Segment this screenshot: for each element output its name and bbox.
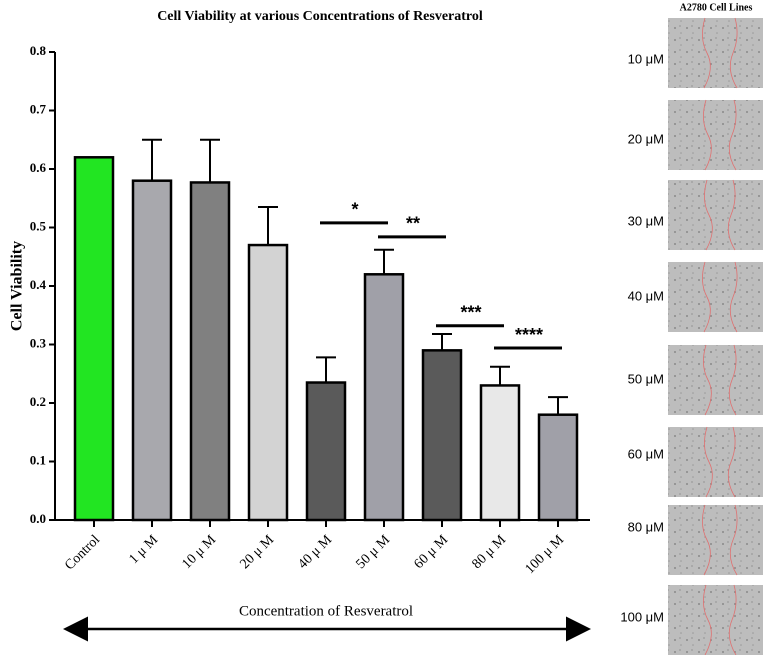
cell-image [668,585,763,655]
y-tick-label: 0.3 [30,335,47,350]
x-tick-label: Control [62,532,103,573]
x-tick-label: 50 μ M [354,532,394,572]
y-tick-label: 0.5 [30,218,47,233]
cell-image [668,345,763,415]
cell-image [668,427,763,497]
panel-label: 60 μM [628,446,664,461]
significance-label: *** [460,303,481,323]
bar [191,182,229,520]
panel-label: 100 μM [620,609,664,624]
x-tick-label: 100 μ M [523,532,568,577]
y-tick-label: 0.1 [30,452,46,467]
chart: Cell Viability at various Concentrations… [0,0,763,655]
x-tick-label: 1 μ M [126,532,161,567]
y-tick-label: 0.0 [30,511,46,526]
panel-label: 20 μM [628,131,664,146]
x-tick-label: 80 μ M [470,532,510,572]
cell-image [668,505,763,575]
x-tick-label: 10 μ M [180,532,220,572]
cell-image [668,180,763,250]
y-tick-label: 0.8 [30,43,47,58]
panel-label: 10 μM [628,51,664,66]
y-tick-label: 0.7 [30,101,47,116]
y-tick-label: 0.4 [30,277,47,292]
bar [481,385,519,520]
y-tick-label: 0.2 [30,394,46,409]
panel-title: A2780 Cell Lines [680,2,753,13]
panel-label: 40 μM [628,288,664,303]
cell-image [668,262,763,332]
bar [133,181,171,520]
bar [539,415,577,520]
cell-image [668,100,763,170]
bar [423,350,461,520]
bar [75,157,113,520]
chart-title: Cell Viability at various Concentrations… [157,9,483,24]
bar [365,274,403,520]
bar [249,245,287,520]
x-axis-title: Concentration of Resveratrol [239,603,413,619]
cell-image [668,18,763,88]
y-axis-title: Cell Viability [9,241,26,331]
panel-label: 30 μM [628,213,664,228]
significance-label: **** [515,325,543,345]
bar [307,383,345,520]
x-tick-label: 40 μ M [296,532,336,572]
panel-label: 80 μM [628,519,664,534]
panel-label: 50 μM [628,371,664,386]
x-tick-label: 60 μ M [412,532,452,572]
y-tick-label: 0.6 [30,160,47,175]
significance-label: ** [406,214,420,234]
x-tick-label: 20 μ M [238,532,278,572]
significance-label: * [351,200,358,220]
